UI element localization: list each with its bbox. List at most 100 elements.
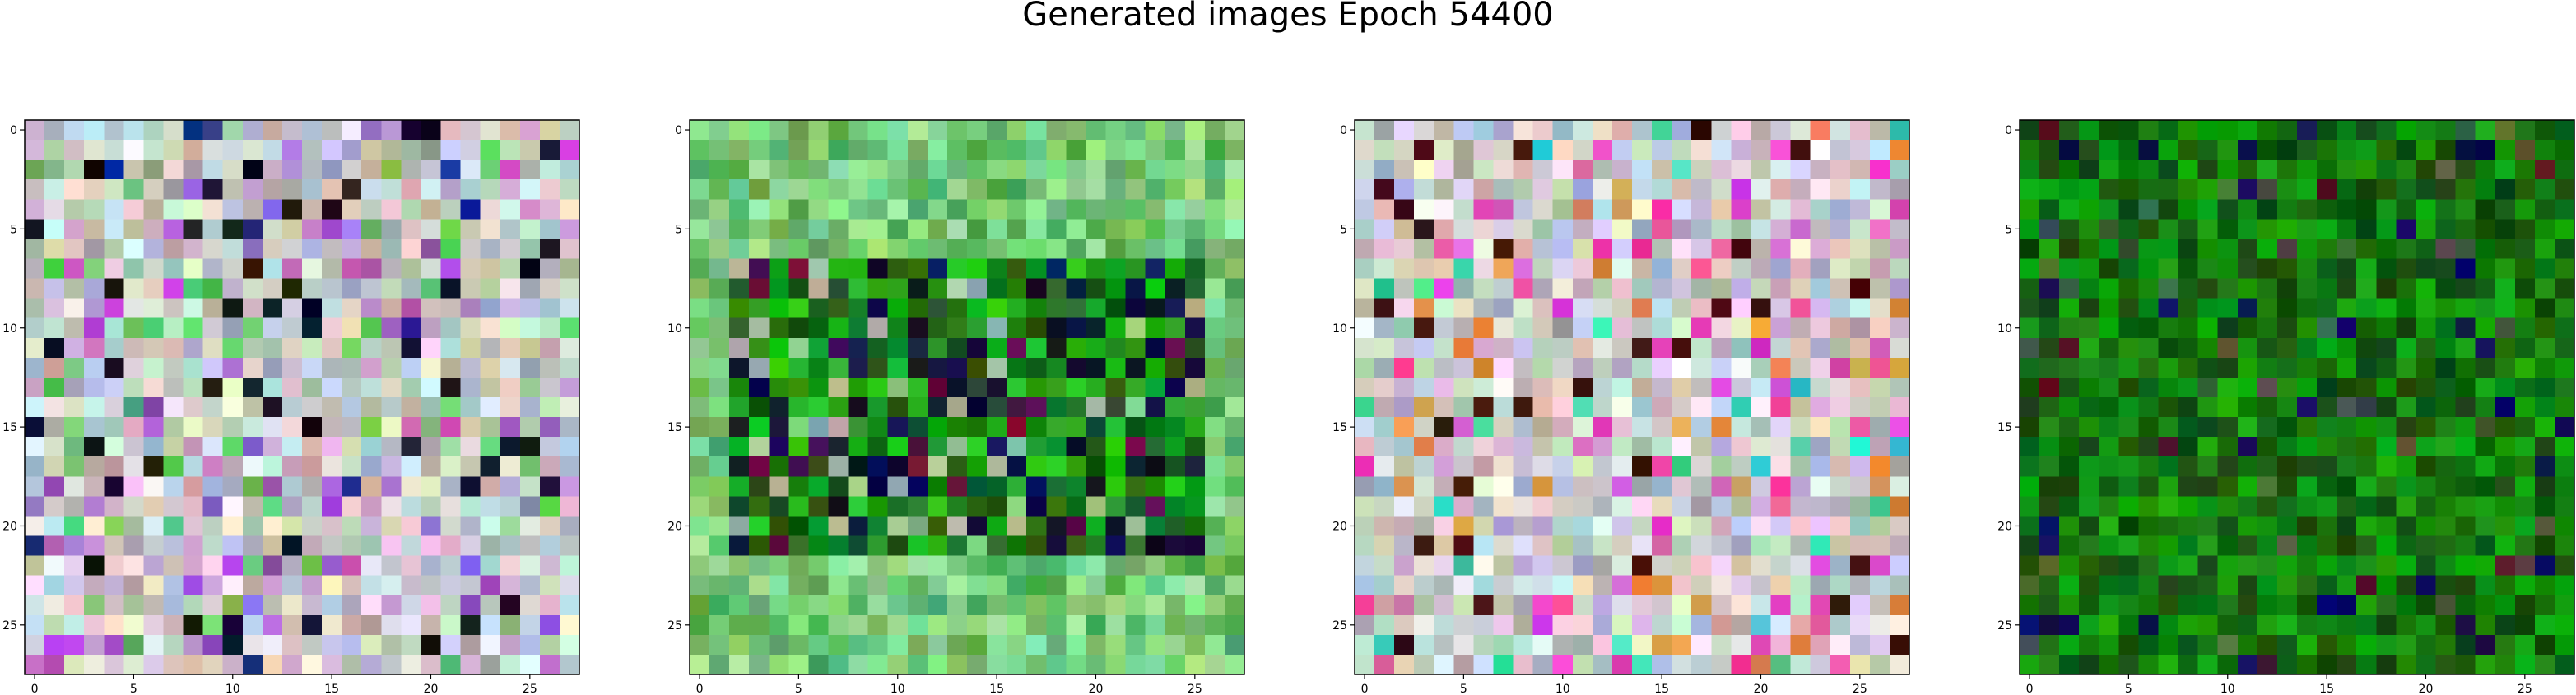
x-tick-label: 20 — [1089, 683, 1104, 695]
pixel — [1224, 595, 1245, 616]
pixel — [2178, 575, 2199, 596]
pixel — [222, 160, 244, 180]
pixel — [440, 140, 462, 160]
pixel — [887, 437, 909, 457]
y-tick-label: 5 — [2005, 223, 2012, 236]
pixel — [1532, 496, 1554, 517]
pixel — [848, 337, 869, 359]
pixel — [25, 278, 45, 299]
pixel — [1751, 337, 1772, 359]
pixel — [2495, 595, 2516, 616]
pixel — [222, 654, 244, 675]
pixel — [907, 377, 928, 398]
pixel — [2059, 397, 2080, 418]
pixel — [2534, 535, 2555, 557]
pixel — [143, 437, 165, 457]
pixel — [2455, 595, 2476, 616]
pixel — [828, 160, 849, 180]
pixel — [460, 120, 481, 141]
pixel — [1086, 317, 1107, 339]
pixel — [1711, 298, 1732, 319]
pixel — [1204, 476, 1225, 497]
pixel — [500, 337, 521, 359]
pixel — [1810, 160, 1831, 180]
pixel — [1007, 634, 1027, 656]
pixel — [84, 317, 105, 339]
pixel — [848, 437, 869, 457]
pixel — [2197, 337, 2219, 359]
pixel — [1751, 614, 1772, 636]
pixel — [1711, 357, 1732, 378]
pixel — [183, 199, 204, 220]
pixel — [967, 160, 988, 180]
pixel — [1493, 357, 1514, 378]
pixel — [104, 614, 124, 636]
pixel — [2435, 160, 2457, 180]
pixel — [143, 179, 165, 200]
pixel — [1473, 654, 1495, 675]
pixel — [848, 160, 869, 180]
pixel — [2158, 496, 2179, 517]
pixel — [2237, 437, 2258, 457]
pixel — [1652, 278, 1672, 299]
pixel — [1869, 476, 1890, 497]
pixel — [987, 417, 1007, 438]
pixel — [1026, 634, 1047, 656]
pixel — [143, 496, 165, 517]
pixel — [1493, 654, 1514, 675]
pixel — [123, 160, 145, 180]
pixel — [2257, 634, 2278, 656]
pixel — [1394, 614, 1415, 636]
pixel — [1513, 456, 1534, 477]
pixel — [84, 377, 105, 398]
pixel — [729, 516, 750, 537]
pixel — [749, 614, 770, 636]
pixel — [1145, 555, 1166, 577]
pixel — [1125, 219, 1146, 240]
pixel — [401, 654, 422, 675]
pixel — [887, 575, 909, 596]
y-tick-label: 5 — [675, 223, 682, 236]
pixel — [2020, 496, 2040, 517]
pixel — [2237, 614, 2258, 636]
pixel — [1204, 595, 1225, 616]
pixel — [123, 120, 145, 141]
pixel — [1493, 258, 1514, 280]
pixel — [2455, 298, 2476, 319]
pixel — [302, 496, 323, 517]
pixel — [421, 476, 442, 497]
pixel — [2337, 614, 2357, 636]
pixel — [342, 634, 362, 656]
pixel — [361, 377, 382, 398]
pixel — [2337, 516, 2357, 537]
pixel — [322, 634, 342, 656]
pixel — [2178, 456, 2199, 477]
pixel — [1453, 219, 1475, 240]
pixel — [1869, 317, 1890, 339]
pixel — [2138, 614, 2160, 636]
pixel — [1810, 654, 1831, 675]
pixel — [867, 437, 889, 457]
pixel — [2118, 417, 2140, 438]
pixel — [2376, 575, 2397, 596]
pixel — [302, 219, 323, 240]
pixel — [381, 258, 402, 280]
pixel — [2059, 278, 2080, 299]
pixel — [729, 199, 750, 220]
pixel — [500, 160, 521, 180]
pixel — [967, 298, 988, 319]
pixel — [808, 377, 830, 398]
pixel — [262, 456, 283, 477]
pixel — [1086, 456, 1107, 477]
pixel — [1849, 219, 1871, 240]
pixel — [1204, 239, 1225, 260]
pixel — [64, 654, 85, 675]
pixel — [1473, 456, 1495, 477]
pixel — [907, 337, 928, 359]
pixel — [262, 160, 283, 180]
pixel — [1691, 199, 1712, 220]
pixel — [1751, 476, 1772, 497]
pixel — [2416, 417, 2437, 438]
pixel — [2396, 357, 2417, 378]
pixel — [2297, 199, 2318, 220]
